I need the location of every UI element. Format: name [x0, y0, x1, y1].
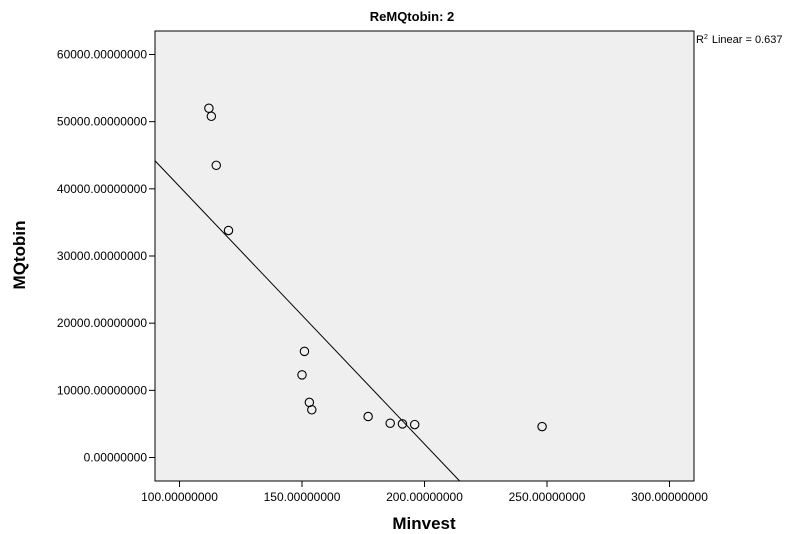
x-tick-label: 300.00000000: [631, 490, 708, 504]
axis-ticks: 0.00000000 10000.00000000 20000.00000000 30…: [57, 48, 708, 504]
y-tick-label: 0.00000000: [84, 450, 148, 464]
data-point: [409, 419, 420, 430]
y-tick-label: 30000.00000000: [57, 249, 147, 263]
data-point: [223, 225, 234, 236]
y-tick-label: 20000.00000000: [57, 316, 147, 330]
r2-annotation: R2 Linear = 0.637: [696, 34, 783, 46]
data-point: [307, 405, 317, 415]
y-tick-label: 50000.00000000: [57, 115, 147, 129]
y-tick-label: 40000.00000000: [57, 182, 147, 196]
x-tick-label: 150.00000000: [264, 490, 341, 504]
data-point: [299, 346, 310, 357]
r2-label: Linear = 0.637: [712, 34, 783, 46]
r2-superscript: 2: [704, 34, 708, 41]
data-point: [211, 160, 222, 171]
data-points: [204, 103, 547, 432]
x-axis-title: Minvest: [392, 514, 456, 533]
data-point: [537, 421, 547, 432]
data-point: [297, 370, 307, 380]
x-tick-label: 100.00000000: [141, 490, 218, 504]
data-point: [385, 418, 395, 428]
y-axis-title: MQtobin: [10, 221, 29, 290]
y-tick-label: 10000.00000000: [57, 383, 147, 397]
x-tick-label: 200.00000000: [386, 490, 463, 504]
y-tick-label: 60000.00000000: [57, 48, 147, 62]
r2-prefix: R: [696, 34, 704, 46]
plot-area: [154, 30, 695, 482]
x-tick-label: 250.00000000: [509, 490, 586, 504]
fit-line-group: [154, 160, 460, 482]
data-point: [206, 111, 217, 122]
chart-title: ReMQtobin: 2: [370, 9, 455, 24]
data-point: [363, 411, 373, 422]
fit-line: [154, 160, 460, 482]
data-point: [397, 419, 408, 429]
